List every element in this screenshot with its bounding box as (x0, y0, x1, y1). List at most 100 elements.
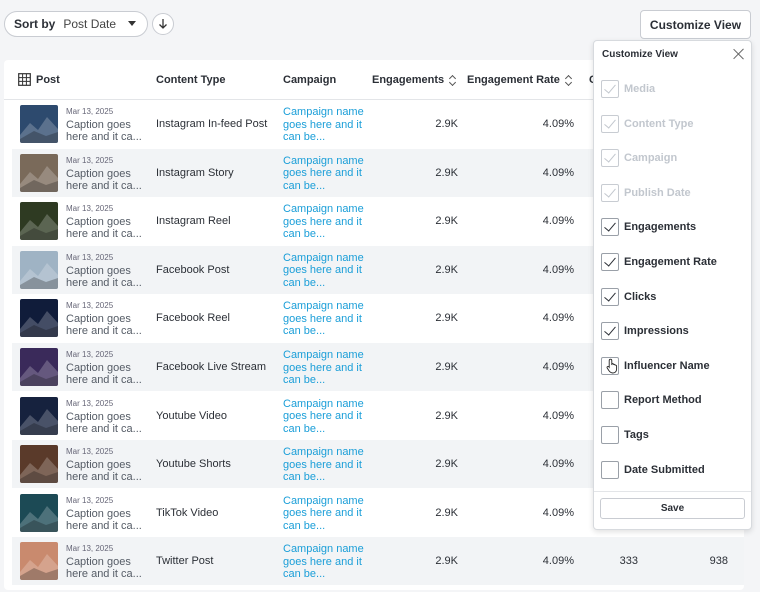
option-label: Engagements (624, 221, 697, 234)
post-caption: Caption goes here and it ca... (66, 507, 142, 532)
content-type-cell: TikTok Video (156, 506, 219, 519)
sort-icon (565, 75, 573, 86)
close-icon[interactable] (732, 47, 746, 61)
post-thumbnail[interactable] (20, 153, 58, 192)
post-thumbnail[interactable] (20, 202, 58, 241)
option-engagement-rate[interactable]: Engagement Rate (601, 252, 746, 272)
option-influencer-name[interactable]: Influencer Name (601, 356, 746, 376)
campaign-link[interactable]: Campaign name goes here and it can be... (283, 349, 364, 386)
column-clicks: C (589, 74, 597, 86)
customize-view-button[interactable]: Customize View (640, 10, 751, 39)
option-tags[interactable]: Tags (601, 425, 746, 445)
engagements-cell: 2.9K (435, 215, 458, 228)
post-thumbnail[interactable] (20, 445, 58, 484)
post-caption: Caption goes here and it ca... (66, 167, 142, 192)
engagements-cell: 2.9K (435, 361, 458, 373)
table-row[interactable]: Mar 13, 2025 Caption goes here and it ca.… (12, 197, 744, 245)
table-row[interactable]: Mar 13, 2025 Caption goes here and it ca.… (12, 100, 744, 148)
checkbox[interactable] (601, 218, 619, 237)
campaign-link[interactable]: Campaign name goes here and it can be... (283, 203, 364, 241)
checkbox[interactable] (601, 426, 619, 444)
post-thumbnail[interactable] (20, 396, 58, 435)
post-caption: Caption goes here and it ca... (66, 459, 142, 484)
post-thumbnail[interactable] (20, 348, 58, 386)
post-caption: Caption goes here and it ca... (66, 119, 142, 143)
post-date: Mar 13, 2025 (66, 252, 114, 262)
checkbox[interactable] (601, 460, 619, 479)
panel-divider (594, 491, 751, 492)
post-date: Mar 13, 2025 (66, 495, 114, 505)
option-label: Tags (624, 429, 649, 441)
table-row[interactable]: Mar 13, 2025 Caption goes here and it ca.… (12, 489, 744, 537)
grid-icon (18, 73, 31, 86)
table-row[interactable]: Mar 13, 2025 Caption goes here and it ca.… (12, 294, 744, 342)
post-caption: Caption goes here and it ca... (66, 264, 142, 289)
post-thumbnail[interactable] (20, 299, 58, 338)
post-date: Mar 13, 2025 (66, 544, 114, 554)
option-clicks[interactable]: Clicks (601, 287, 746, 307)
table-header: Post Content Type Campaign Engagements E… (4, 60, 744, 100)
post-date: Mar 13, 2025 (66, 350, 114, 359)
engagement-rate-cell: 4.09% (542, 166, 574, 179)
column-engagements[interactable]: Engagements (372, 74, 457, 86)
option-label: Impressions (624, 325, 689, 338)
column-content-type: Content Type (156, 74, 226, 86)
panel-title: Customize View (602, 49, 678, 60)
campaign-link[interactable]: Campaign name goes here and it can be... (283, 543, 364, 581)
save-button[interactable]: Save (600, 498, 745, 519)
checkbox (601, 149, 619, 168)
campaign-link[interactable]: Campaign name goes here and it can be... (283, 154, 364, 192)
content-type-cell: Facebook Reel (156, 312, 230, 325)
option-impressions[interactable]: Impressions (601, 321, 746, 341)
engagement-rate-cell: 4.09% (542, 118, 574, 130)
campaign-link[interactable]: Campaign name goes here and it can be... (283, 300, 364, 338)
post-thumbnail[interactable] (20, 105, 58, 143)
campaign-link[interactable]: Campaign name goes here and it can be... (283, 106, 364, 143)
content-type-cell: Instagram Reel (156, 215, 231, 228)
option-date-submitted[interactable]: Date Submitted (601, 460, 746, 480)
option-publish-date: Publish Date (601, 183, 746, 203)
checkbox[interactable] (601, 253, 619, 271)
campaign-link[interactable]: Campaign name goes here and it can be... (283, 446, 364, 484)
campaign-link[interactable]: Campaign name goes here and it can be... (283, 251, 364, 289)
content-type-cell: Youtube Shorts (156, 458, 231, 471)
checkbox[interactable] (601, 322, 619, 341)
post-date: Mar 13, 2025 (66, 447, 114, 457)
engagements-cell: 2.9K (435, 118, 458, 130)
post-thumbnail[interactable] (20, 542, 58, 581)
engagement-rate-cell: 4.09% (542, 555, 574, 568)
content-type-cell: Instagram In-feed Post (156, 118, 268, 130)
engagement-rate-cell: 4.09% (542, 458, 574, 471)
post-caption: Caption goes here and it ca... (66, 216, 142, 241)
table-row[interactable]: Mar 13, 2025 Caption goes here and it ca.… (12, 392, 744, 440)
content-type-cell: Youtube Video (156, 409, 227, 422)
campaign-link[interactable]: Campaign name goes here and it can be... (283, 397, 364, 435)
post-caption: Caption goes here and it ca... (66, 313, 142, 338)
column-engagement-rate[interactable]: Engagement Rate (467, 74, 573, 86)
sort-direction-button[interactable] (152, 13, 174, 35)
post-thumbnail[interactable] (20, 250, 58, 289)
option-label: Engagement Rate (624, 256, 717, 268)
checkbox (601, 183, 619, 202)
table-row[interactable]: Mar 13, 2025 Caption goes here and it ca.… (12, 537, 744, 586)
post-caption: Caption goes here and it ca... (66, 410, 142, 435)
column-campaign: Campaign (283, 74, 337, 86)
option-engagements[interactable]: Engagements (601, 217, 746, 237)
sort-dropdown[interactable]: Sort by Post Date (4, 11, 148, 37)
customize-view-panel: Customize View Media Content Type Campaign… (593, 40, 752, 530)
checkbox (601, 114, 619, 133)
option-label: Publish Date (624, 186, 691, 199)
checkbox[interactable] (601, 391, 619, 410)
post-caption: Caption goes here and it ca... (66, 362, 142, 386)
campaign-link[interactable]: Campaign name goes here and it can be... (283, 494, 364, 532)
column-engagements-label: Engagements (372, 74, 445, 86)
option-label: Date Submitted (624, 463, 705, 476)
engagement-rate-cell: 4.09% (542, 215, 574, 228)
option-report-method[interactable]: Report Method (601, 390, 746, 410)
option-label: Clicks (624, 290, 657, 303)
checkbox[interactable] (601, 287, 619, 306)
post-thumbnail[interactable] (20, 493, 58, 532)
sort-icon (449, 75, 457, 86)
engagement-rate-cell: 4.09% (542, 506, 574, 519)
engagements-cell: 2.9K (435, 409, 458, 422)
